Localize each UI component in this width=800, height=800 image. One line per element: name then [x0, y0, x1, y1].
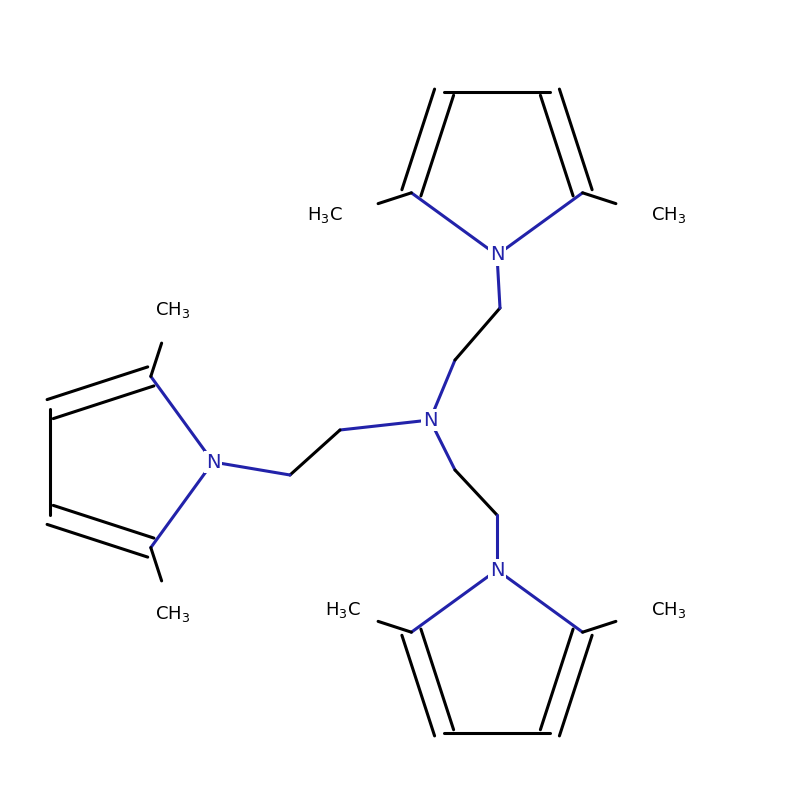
Text: H$_3$C: H$_3$C — [307, 205, 343, 225]
Text: N: N — [490, 246, 504, 265]
Text: CH$_3$: CH$_3$ — [155, 604, 190, 624]
Text: CH$_3$: CH$_3$ — [651, 205, 686, 225]
Text: N: N — [490, 561, 504, 579]
Text: H$_3$C: H$_3$C — [325, 600, 361, 620]
Text: CH$_3$: CH$_3$ — [651, 600, 686, 620]
Text: CH$_3$: CH$_3$ — [155, 300, 190, 320]
Text: N: N — [422, 410, 438, 430]
Text: N: N — [206, 453, 220, 471]
